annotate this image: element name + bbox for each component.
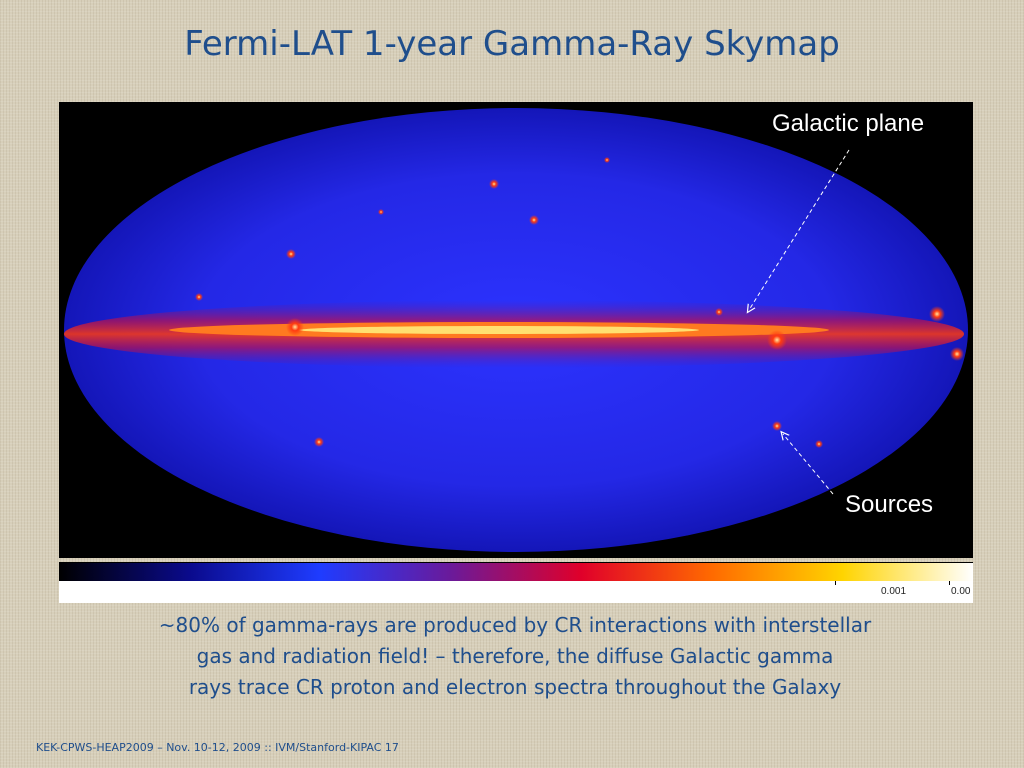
sources-label: Sources — [845, 491, 934, 518]
source-4 — [314, 437, 324, 447]
gamma-ray-skymap: Galactic plane Sources — [59, 102, 973, 558]
description-line: ~80% of gamma-rays are produced by CR in… — [158, 613, 872, 637]
description: ~80% of gamma-rays are produced by CR in… — [80, 610, 950, 703]
source-bright-3 — [950, 347, 964, 361]
description-line: rays trace CR proton and electron spectr… — [188, 675, 842, 699]
description-line: gas and radiation field! – therefore, th… — [196, 644, 834, 668]
source-5 — [772, 421, 782, 431]
source-1 — [489, 179, 499, 189]
slide-footer: KEK-CPWS-HEAP2009 – Nov. 10-12, 2009 :: … — [36, 741, 399, 754]
galactic-center-bright — [299, 326, 699, 334]
source-2 — [529, 215, 539, 225]
source-9 — [604, 157, 610, 163]
sources-arrow — [783, 434, 834, 495]
source-bright-4 — [286, 318, 304, 336]
source-3 — [286, 249, 296, 259]
source-6 — [815, 440, 823, 448]
colorbar-tick-label: 0.00 — [951, 586, 971, 597]
source-7 — [715, 308, 723, 316]
colorbar-tick — [949, 581, 950, 585]
galactic-plane-arrow — [749, 149, 850, 310]
galactic-plane-label: Galactic plane — [772, 110, 925, 137]
source-10 — [378, 209, 384, 215]
source-8 — [195, 293, 203, 301]
source-bright-2 — [929, 306, 945, 322]
colorbar: 0.001 0.00 — [59, 562, 973, 603]
colorbar-tick — [835, 581, 836, 585]
colorbar-gradient — [59, 563, 973, 581]
colorbar-tick-label: 0.001 — [881, 586, 907, 597]
slide-title: Fermi-LAT 1-year Gamma-Ray Skymap — [184, 24, 840, 64]
source-bright-1 — [767, 330, 787, 350]
